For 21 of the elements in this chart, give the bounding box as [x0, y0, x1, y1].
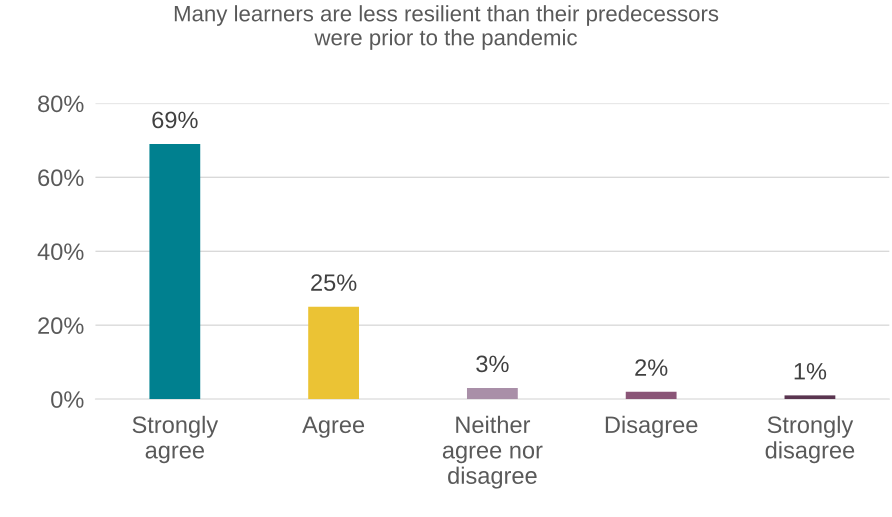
x-tick-label: Neither agree nor disagree [442, 416, 543, 489]
data-label: 2% [635, 359, 668, 376]
bar [784, 395, 836, 400]
bar [308, 306, 360, 400]
data-label: 25% [311, 274, 356, 291]
x-tick-label: Agree [302, 416, 364, 438]
y-tick-label: 0% [51, 391, 84, 408]
y-tick-label: 80% [38, 95, 84, 112]
x-tick-label: Strongly disagree [766, 416, 854, 464]
y-tick-label: 40% [38, 243, 84, 260]
chart-title: Many learners are less resilient than their predecessors were prior to the pandemic [174, 5, 718, 50]
x-tick-label: Disagree [606, 416, 698, 438]
bar [626, 392, 677, 400]
data-label: 3% [476, 356, 509, 372]
y-tick-label: 20% [38, 317, 84, 334]
bar [466, 388, 518, 400]
data-label: 1% [794, 363, 826, 380]
y-tick-label: 60% [38, 169, 84, 186]
x-tick-label: Strongly agree [132, 416, 218, 464]
data-label: 69% [152, 112, 198, 128]
bar [149, 144, 200, 400]
